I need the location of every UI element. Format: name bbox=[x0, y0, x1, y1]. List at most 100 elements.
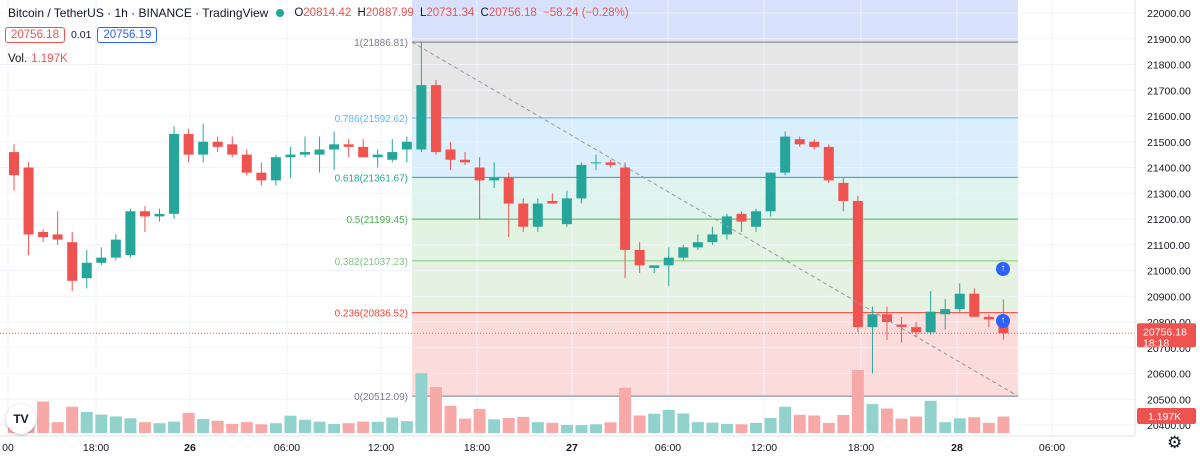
candle-body bbox=[270, 157, 281, 181]
volume-tag bbox=[1137, 408, 1196, 424]
candle-body bbox=[896, 324, 907, 328]
candle-body bbox=[518, 203, 529, 227]
volume-bar bbox=[939, 422, 952, 433]
volume-value: 1.197K bbox=[31, 53, 68, 65]
candle-body bbox=[139, 211, 150, 217]
volume-legend[interactable]: Vol. 1.197K bbox=[8, 53, 68, 65]
volume-bar bbox=[153, 423, 166, 433]
fib-level-label: 0.5(21199.45) bbox=[346, 215, 408, 226]
volume-bar bbox=[793, 414, 806, 433]
candle-body bbox=[503, 177, 514, 204]
candle-body bbox=[983, 316, 994, 320]
candle-body bbox=[780, 136, 791, 173]
volume-bar bbox=[677, 413, 690, 433]
symbol-title[interactable]: Bitcoin / TetherUS · 1h · BINANCE · Trad… bbox=[8, 6, 269, 20]
time-tick-label: 06:00 bbox=[274, 442, 300, 454]
volume-bar bbox=[895, 418, 908, 433]
time-tick-label: 28 bbox=[951, 442, 963, 454]
candle-body bbox=[620, 167, 631, 250]
time-axis: 00 18:00 26 06:00 12:00 18:00 27 06:00 12:00 18:0… bbox=[0, 435, 1135, 456]
volume-bar bbox=[502, 417, 515, 433]
candle-body bbox=[96, 257, 107, 263]
volume-bar bbox=[328, 423, 341, 433]
candle-body bbox=[838, 182, 849, 201]
change-value: −58.24 (−0.28%) bbox=[543, 7, 629, 19]
volume-bar bbox=[444, 405, 457, 433]
open-value: 20814.42 bbox=[303, 7, 352, 19]
volume-bar bbox=[211, 420, 224, 433]
candle-body bbox=[401, 141, 412, 150]
volume-bar bbox=[633, 415, 646, 433]
volume-bar bbox=[284, 415, 297, 433]
volume-bar bbox=[182, 412, 195, 433]
volume-bar bbox=[37, 401, 50, 433]
fib-trend-line bbox=[411, 41, 1019, 397]
fib-level-label: 0.382(21037.23) bbox=[335, 257, 408, 268]
candle-body bbox=[125, 211, 136, 256]
gear-icon[interactable]: ⚙ bbox=[1167, 433, 1183, 452]
volume-bar bbox=[517, 416, 530, 433]
fib-level-label: 0.786(21592.62) bbox=[335, 114, 408, 125]
volume-bar bbox=[429, 387, 442, 433]
time-tick-label: 12:00 bbox=[751, 442, 777, 454]
fib-level-label: 1(21886.81) bbox=[354, 38, 408, 49]
volume-bar bbox=[168, 421, 181, 433]
candle-body bbox=[110, 239, 121, 258]
candle-body bbox=[38, 231, 49, 238]
volume-bar bbox=[124, 418, 137, 433]
volume-bar bbox=[546, 422, 559, 433]
volume-bar bbox=[299, 419, 311, 433]
volume-bar bbox=[531, 422, 544, 433]
time-tick-label: 06:00 bbox=[655, 442, 681, 454]
low-value: 20731.34 bbox=[426, 7, 475, 19]
candle-body bbox=[23, 167, 34, 235]
candle-body bbox=[911, 327, 922, 333]
volume-bar bbox=[138, 422, 151, 433]
volume-bar bbox=[66, 406, 79, 433]
candle-body bbox=[489, 177, 500, 181]
candle-body bbox=[823, 146, 834, 181]
candle-body bbox=[736, 213, 747, 222]
current-price-label: 20756.18 bbox=[1143, 326, 1187, 338]
volume-bar bbox=[735, 424, 748, 433]
volume-bar bbox=[691, 422, 704, 433]
arrow-up-circle-icon[interactable]: ↑ bbox=[996, 314, 1010, 328]
volume-bar bbox=[560, 424, 573, 433]
candle-body bbox=[343, 144, 354, 147]
volume-bar bbox=[764, 417, 777, 433]
volume-bar bbox=[808, 415, 821, 433]
fib-zone bbox=[412, 260, 1018, 313]
buy-button[interactable]: 20756.19 bbox=[97, 27, 158, 43]
fib-levels: 1(21886.81) 0.786(21592.62) 0.618(21361.67… bbox=[335, 38, 1018, 403]
volume-bar bbox=[881, 408, 893, 433]
volume-bar bbox=[662, 409, 675, 433]
time-tick-label: 26 bbox=[184, 442, 196, 454]
arrow-up-circle-icon[interactable]: ↑ bbox=[996, 262, 1010, 276]
volume-bar bbox=[997, 416, 1010, 433]
volume-bar bbox=[910, 416, 923, 433]
candle-body bbox=[445, 149, 456, 160]
volume-bar bbox=[255, 424, 268, 433]
volume-bar bbox=[488, 419, 501, 433]
price-tick-label: 21500.00 bbox=[1147, 137, 1191, 149]
time-tick-label: 18:00 bbox=[83, 442, 109, 454]
tradingview-logo-icon[interactable]: TV bbox=[6, 404, 36, 434]
volume-bar bbox=[982, 422, 995, 433]
trade-row: 20756.18 0.01 20756.19 bbox=[5, 27, 158, 43]
price-tick-label: 22000.00 bbox=[1147, 8, 1191, 20]
volume-bar bbox=[109, 416, 122, 433]
candle-body bbox=[183, 134, 194, 155]
candle-body bbox=[809, 141, 820, 147]
candle-body bbox=[852, 200, 863, 328]
sell-button[interactable]: 20756.18 bbox=[5, 27, 65, 43]
candle-body bbox=[358, 146, 369, 158]
candle-body bbox=[969, 293, 980, 317]
open-label: O bbox=[294, 7, 304, 19]
candle-body bbox=[707, 234, 718, 243]
candle-body bbox=[67, 242, 78, 281]
candle-body bbox=[721, 216, 732, 235]
volume-bar bbox=[415, 373, 428, 433]
fib-zone bbox=[412, 117, 1018, 178]
